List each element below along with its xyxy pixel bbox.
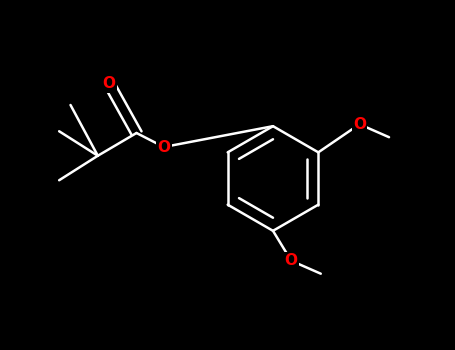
Text: O: O [353, 117, 366, 132]
Text: O: O [157, 140, 170, 154]
Text: O: O [285, 253, 298, 268]
Text: O: O [103, 77, 116, 91]
